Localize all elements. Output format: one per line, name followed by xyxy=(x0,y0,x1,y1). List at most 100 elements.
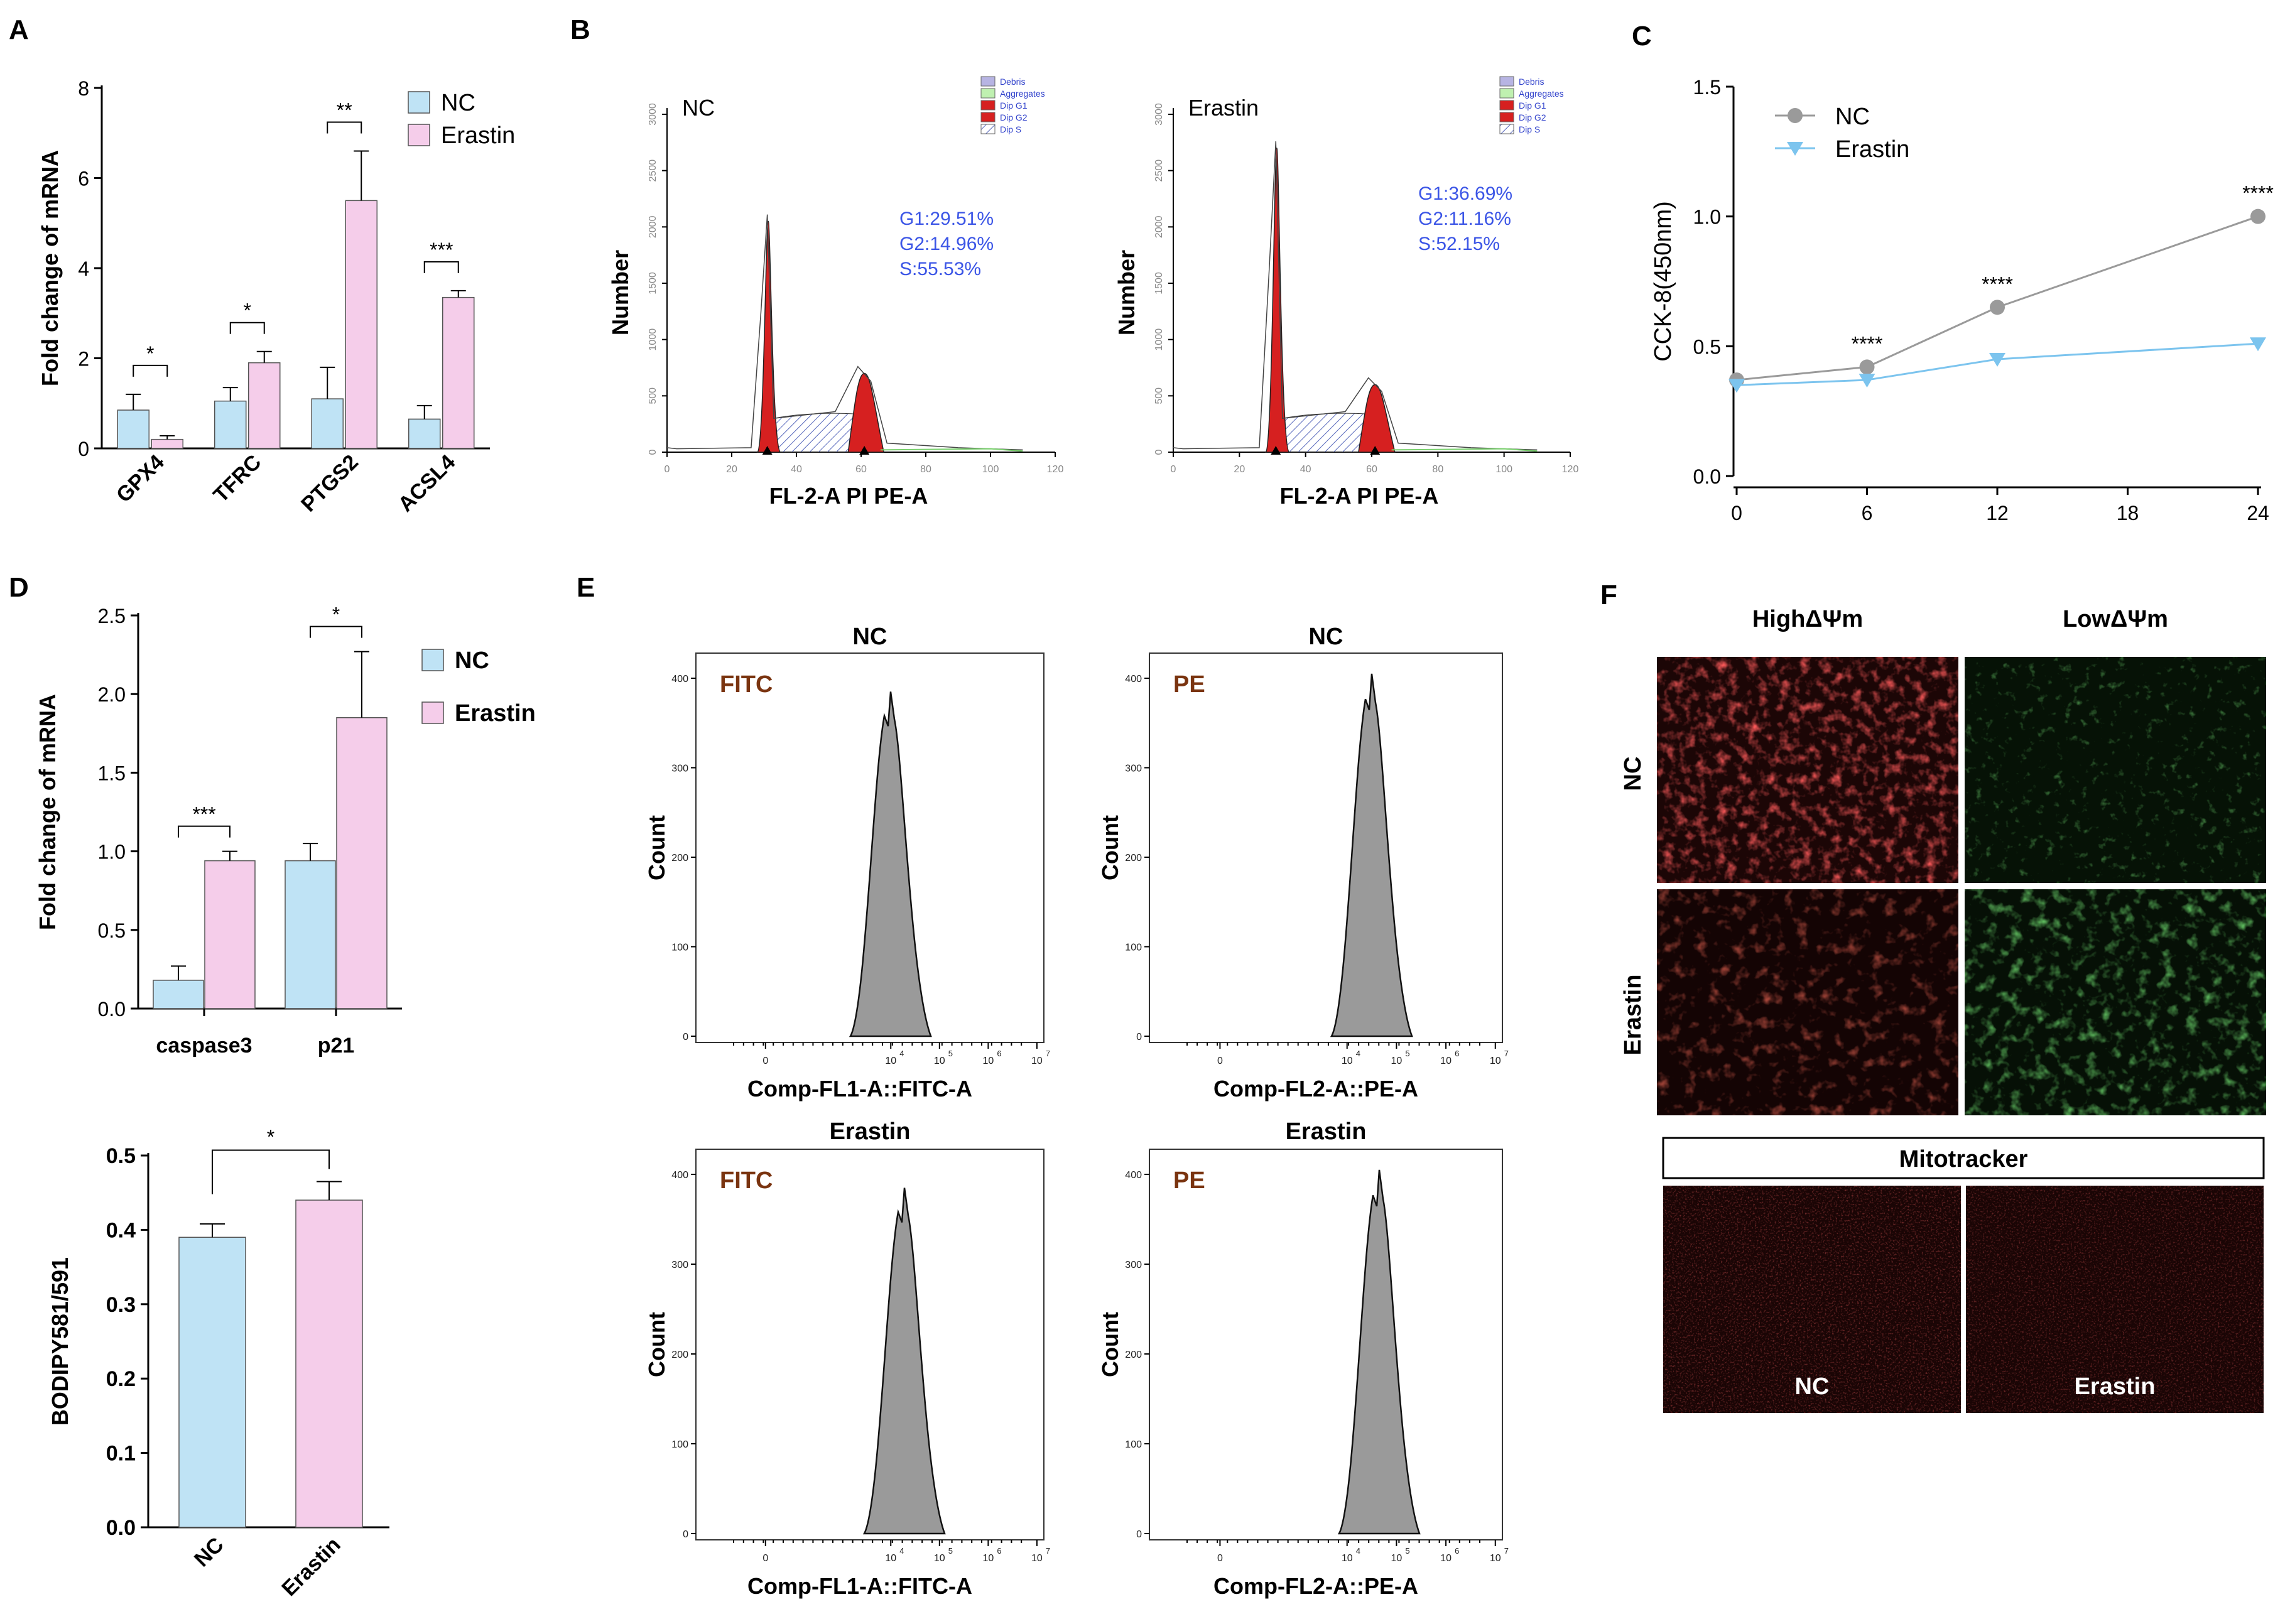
panel-label-a: A xyxy=(9,14,29,45)
bar-nc xyxy=(178,1237,246,1528)
y-tick-label: 1.5 xyxy=(98,762,126,784)
data-point-nc xyxy=(2250,208,2266,224)
plot-title: NC xyxy=(1309,624,1343,650)
plot-title: Erastin xyxy=(1286,1118,1367,1145)
y-tick-label: 0 xyxy=(683,1529,688,1540)
legend-swatch xyxy=(1499,124,1514,134)
y-tick-label: 200 xyxy=(671,1350,688,1360)
x-tick-exponent: 4 xyxy=(899,1546,904,1556)
significance-bracket xyxy=(133,364,168,377)
legend-label: Debris xyxy=(1000,77,1025,87)
peak-marker xyxy=(1271,446,1281,455)
y-tick-label: 0 xyxy=(78,438,89,460)
x-tick-label: 80 xyxy=(1432,464,1443,475)
panel-label-d: D xyxy=(9,572,29,603)
y-tick-label: 400 xyxy=(671,674,688,685)
y-tick-label: 0.5 xyxy=(1693,335,1721,358)
plot-title: Erastin xyxy=(830,1118,911,1145)
col-label-low-potential: LowΔΨm xyxy=(2063,606,2168,632)
s-phase-region xyxy=(1282,413,1372,453)
mitotracker-header-box xyxy=(1662,1137,2265,1179)
channel-label: PE xyxy=(1173,671,1205,698)
y-axis-title: Fold change of mRNA xyxy=(35,694,60,930)
x-tick-label: 0 xyxy=(762,1553,768,1564)
panel-label-b: B xyxy=(570,14,590,45)
mitotracker-label: Mitotracker xyxy=(1899,1146,2028,1172)
x-axis-title: FL-2-A PI PE-A xyxy=(769,483,928,509)
y-axis-title: CCK-8(450nm) xyxy=(1650,201,1676,362)
bar-erastin xyxy=(345,200,377,449)
y-axis-title: Fold change of mRNA xyxy=(37,150,63,386)
x-tick-label: 60 xyxy=(1366,464,1377,475)
x-tick-label: 0 xyxy=(1171,464,1176,475)
row-label-nc: NC xyxy=(1620,757,1646,791)
y-tick-label: 4 xyxy=(78,257,89,280)
mitotracker-nc-label: NC xyxy=(1795,1373,1830,1400)
aggregates-curve xyxy=(880,448,1023,452)
x-axis-title: Comp-FL2-A::PE-A xyxy=(1213,1573,1418,1599)
y-tick-label: 100 xyxy=(671,1439,688,1450)
x-tick-label: 18 xyxy=(2117,502,2139,524)
legend-swatch xyxy=(1499,76,1514,87)
x-tick-label: 100 xyxy=(1495,464,1512,475)
x-axis-title: Comp-FL1-A::FITC-A xyxy=(747,1573,972,1599)
y-tick-label: 1.0 xyxy=(1693,206,1721,229)
y-tick-label: 1000 xyxy=(1154,328,1164,351)
legend-label-erastin: Erastin xyxy=(455,700,536,727)
panel-d-bodipy-bar-chart: 0.0 0.1 0.2 0.3 0.4 0.5 BODIPY581/591 NC Erastin… xyxy=(47,1125,389,1601)
x-tick-exponent: 6 xyxy=(997,1546,1001,1556)
y-tick-label: 200 xyxy=(1125,1350,1142,1360)
x-tick-label: TFRC xyxy=(209,450,266,507)
y-tick-label: 0.5 xyxy=(106,1144,136,1168)
bar-nc xyxy=(311,398,344,449)
y-tick-label: 3000 xyxy=(1154,103,1164,126)
plot-frame xyxy=(695,652,1045,1043)
significance-label: * xyxy=(332,604,340,626)
y-tick-label: 1.5 xyxy=(1693,76,1721,99)
x-tick-label: 12 xyxy=(1986,502,2009,524)
legend-swatch-erastin xyxy=(421,701,444,724)
y-tick-label: 100 xyxy=(1125,1439,1142,1450)
x-tick-exponent: 6 xyxy=(1455,1546,1459,1556)
y-tick-label: 2000 xyxy=(648,215,658,238)
y-axis-title: Count xyxy=(644,815,670,880)
bar-nc xyxy=(117,409,149,449)
x-tick-label: 6 xyxy=(1862,502,1873,524)
y-tick-label: 8 xyxy=(78,77,89,100)
x-tick-label: NC xyxy=(190,1533,229,1572)
legend-swatch xyxy=(1499,100,1514,111)
mitotracker-erastin-label: Erastin xyxy=(2075,1373,2156,1400)
x-tick-exponent: 6 xyxy=(997,1049,1001,1058)
significance-bracket xyxy=(310,625,362,638)
x-tick-label: 120 xyxy=(1562,464,1579,475)
y-axis-title: BODIPY581/591 xyxy=(47,1257,73,1426)
y-tick-label: 100 xyxy=(671,943,688,953)
y-tick-label: 1.0 xyxy=(98,841,126,863)
x-tick-label: ACSL4 xyxy=(394,450,460,517)
x-tick-label: 100 xyxy=(982,464,999,475)
legend-label-nc: NC xyxy=(441,90,475,116)
x-axis-title: FL-2-A PI PE-A xyxy=(1280,483,1439,509)
x-tick-exponent: 7 xyxy=(1046,1049,1050,1058)
y-tick-label: 500 xyxy=(648,387,658,404)
y-tick-label: 2 xyxy=(78,348,89,371)
panel-label-e: E xyxy=(577,572,595,603)
y-tick-label: 0.5 xyxy=(98,919,126,942)
legend-label-nc: NC xyxy=(1835,104,1870,130)
y-tick-label: 0.3 xyxy=(106,1293,136,1317)
y-tick-label: 400 xyxy=(671,1170,688,1181)
y-tick-label: 0 xyxy=(1154,449,1164,455)
x-tick-exponent: 5 xyxy=(948,1546,953,1556)
count-histogram xyxy=(862,1188,946,1535)
x-tick-label: 40 xyxy=(1300,464,1311,475)
bar-nc xyxy=(214,400,247,449)
panel-f-microscopy: HighΔΨm LowΔΨm NC Erastin Mitotracker xyxy=(1620,606,2266,1413)
y-axis-title: Number xyxy=(607,250,633,335)
bar-erastin xyxy=(248,362,281,449)
x-tick-label: 10 xyxy=(1440,1553,1452,1564)
legend-label: Aggregates xyxy=(1519,89,1564,99)
x-tick-label: caspase3 xyxy=(156,1034,252,1058)
x-tick-label: 10 xyxy=(1342,1553,1353,1564)
